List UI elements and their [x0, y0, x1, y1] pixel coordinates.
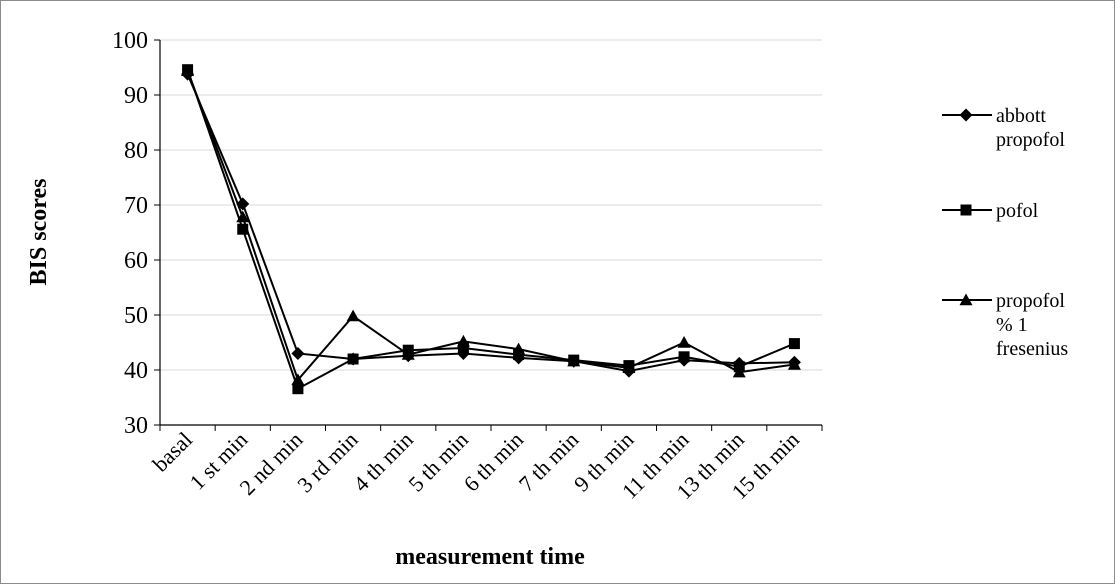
y-tick-label: 80	[124, 138, 148, 164]
series-line	[186, 73, 795, 373]
marker-triangle	[567, 354, 581, 367]
marker-triangle	[181, 64, 195, 76]
marker-diamond	[959, 108, 973, 122]
x-tick-label: 6 th min	[459, 427, 529, 497]
marker-triangle	[236, 210, 250, 223]
y-tick-label: 70	[124, 193, 148, 219]
marker-square	[457, 342, 469, 354]
legend-label: pofol	[996, 200, 1039, 222]
y-tick-labels: 30 40 50 60 70 80 90 100	[112, 28, 148, 439]
marker-square	[788, 338, 800, 350]
marker-triangle	[732, 365, 746, 378]
marker-triangle	[677, 336, 691, 348]
x-tick-label: 7 th min	[514, 427, 584, 497]
marker-triangle	[291, 373, 305, 386]
legend-label: fresenius	[996, 338, 1068, 360]
y-tick-label: 50	[124, 303, 148, 329]
marker-square	[513, 349, 525, 361]
marker-square	[237, 223, 249, 235]
axes	[154, 39, 823, 431]
marker-triangle	[346, 309, 360, 322]
x-tick-label: 4 th min	[348, 427, 418, 497]
x-tick-label: basal	[147, 427, 197, 477]
legend-label: propofol	[996, 290, 1065, 312]
marker-triangle	[959, 293, 973, 306]
y-tick-label: 40	[124, 358, 148, 384]
y-axis-title: BIS scores	[26, 179, 52, 286]
y-tick-label: 30	[124, 413, 148, 439]
legend-label: abbott	[996, 105, 1046, 127]
series-lines	[181, 64, 801, 395]
x-axis-title: measurement time	[395, 544, 585, 570]
series-triangle	[181, 64, 801, 386]
marker-triangle	[622, 361, 636, 373]
legend-label: % 1	[996, 314, 1028, 336]
marker-diamond	[291, 347, 305, 360]
x-tick-label: 3 rd min	[292, 427, 362, 497]
y-tick-label: 60	[124, 248, 148, 274]
marker-square	[678, 351, 690, 363]
legend-label: propofol	[996, 129, 1065, 151]
marker-triangle	[787, 358, 801, 370]
series-line	[186, 69, 795, 391]
x-tick-label: 5 th min	[403, 427, 473, 497]
marker-triangle	[401, 348, 415, 360]
marker-triangle	[456, 334, 470, 347]
marker-square	[347, 353, 359, 365]
y-tick-label: 90	[124, 83, 148, 109]
legend-entry: pofol	[942, 200, 1039, 222]
marker-triangle	[512, 342, 526, 355]
marker-square	[292, 383, 304, 395]
marker-square	[960, 204, 972, 216]
series-line	[186, 70, 795, 382]
gridlines	[160, 39, 822, 371]
y-tick-label: 100	[112, 28, 148, 54]
series-diamond	[181, 67, 801, 378]
